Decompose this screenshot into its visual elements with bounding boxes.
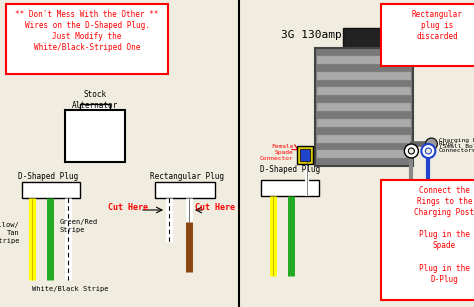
Bar	[318, 150, 411, 158]
Text: Charging Post
(Small Bolt): Charging Post (Small Bolt)	[439, 138, 474, 149]
Bar	[261, 180, 319, 196]
Text: Yellow/
Tan
Stripe: Yellow/ Tan Stripe	[0, 223, 20, 243]
Text: 3G 130amp: 3G 130amp	[282, 30, 342, 40]
Circle shape	[421, 144, 436, 158]
Bar	[315, 48, 413, 166]
Bar	[155, 182, 215, 198]
Text: White/Black Stripe: White/Black Stripe	[32, 286, 109, 292]
Text: Cut Here: Cut Here	[195, 204, 235, 212]
Text: Rectangular Plug: Rectangular Plug	[150, 172, 224, 181]
Text: Female
Spade
Connector: Female Spade Connector	[260, 144, 293, 161]
Text: Ring
Connectors: Ring Connectors	[438, 142, 474, 153]
Bar	[318, 87, 411, 95]
Bar	[318, 119, 411, 127]
Text: D-Shaped Plug: D-Shaped Plug	[260, 165, 320, 174]
Bar	[318, 56, 411, 64]
Text: Stock
Alternator: Stock Alternator	[72, 90, 118, 110]
Text: Green/Red
Stripe: Green/Red Stripe	[60, 219, 98, 233]
Circle shape	[425, 138, 438, 150]
FancyBboxPatch shape	[6, 4, 168, 74]
Bar	[301, 149, 310, 161]
Circle shape	[409, 148, 414, 154]
Circle shape	[425, 148, 431, 154]
Bar	[318, 134, 411, 142]
FancyBboxPatch shape	[382, 4, 474, 66]
Bar	[65, 110, 125, 162]
Text: ** Don't Mess With the Other **
Wires on the D-Shaped Plug.
Just Modify the
Whit: ** Don't Mess With the Other ** Wires on…	[15, 10, 159, 52]
Bar	[318, 103, 411, 111]
Circle shape	[404, 144, 419, 158]
Bar	[318, 72, 411, 80]
Text: Rectangular
plug is
discarded: Rectangular plug is discarded	[412, 10, 463, 41]
FancyBboxPatch shape	[382, 180, 474, 300]
Text: Connect the
Rings to the
Charging Post

Plug in the
Spade

Plug in the
D-Plug: Connect the Rings to the Charging Post P…	[414, 186, 474, 284]
Text: Cut Here: Cut Here	[108, 204, 148, 212]
Text: D-Shaped Plug: D-Shaped Plug	[18, 172, 78, 181]
Bar	[343, 28, 385, 48]
Bar	[297, 146, 313, 164]
Bar	[80, 104, 110, 110]
Bar	[22, 182, 80, 198]
